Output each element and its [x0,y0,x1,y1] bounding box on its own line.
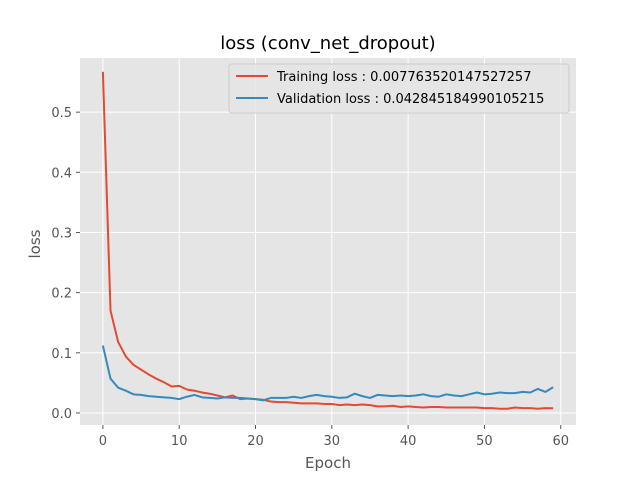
tick-group: 0 10 20 30 40 50 60 0.0 0.1 0.2 0.3 0.4 0.5 [51,106,569,449]
legend: Training loss : 0.007763520147527257 Val… [228,63,570,114]
plot-area [80,58,576,425]
training-loss-line [101,71,554,410]
series-group [101,71,554,410]
y-axis-label: loss [26,229,44,258]
y-tick-label: 0.2 [51,287,72,302]
legend-label-training: Training loss : 0.007763520147527257 [276,70,531,85]
x-tick-label: 40 [400,434,417,449]
x-tick-label: 20 [247,434,264,449]
x-tick-label: 60 [552,434,569,449]
legend-label-validation: Validation loss : 0.042845184990105215 [277,92,544,107]
validation-loss-line [101,345,554,402]
x-tick-label: 10 [171,434,188,449]
y-tick-label: 0.0 [51,407,72,422]
legend-box [228,63,570,114]
y-tick-label: 0.1 [51,347,72,362]
grid [80,58,576,425]
y-tick-label: 0.5 [51,106,72,121]
y-tick-label: 0.3 [51,226,72,241]
x-axis-label: Epoch [305,454,351,472]
x-tick-label: 50 [476,434,493,449]
x-tick-label: 30 [324,434,341,449]
x-tick-label: 0 [99,434,107,449]
chart-title: loss (conv_net_dropout) [220,33,435,54]
y-tick-label: 0.4 [51,166,72,181]
